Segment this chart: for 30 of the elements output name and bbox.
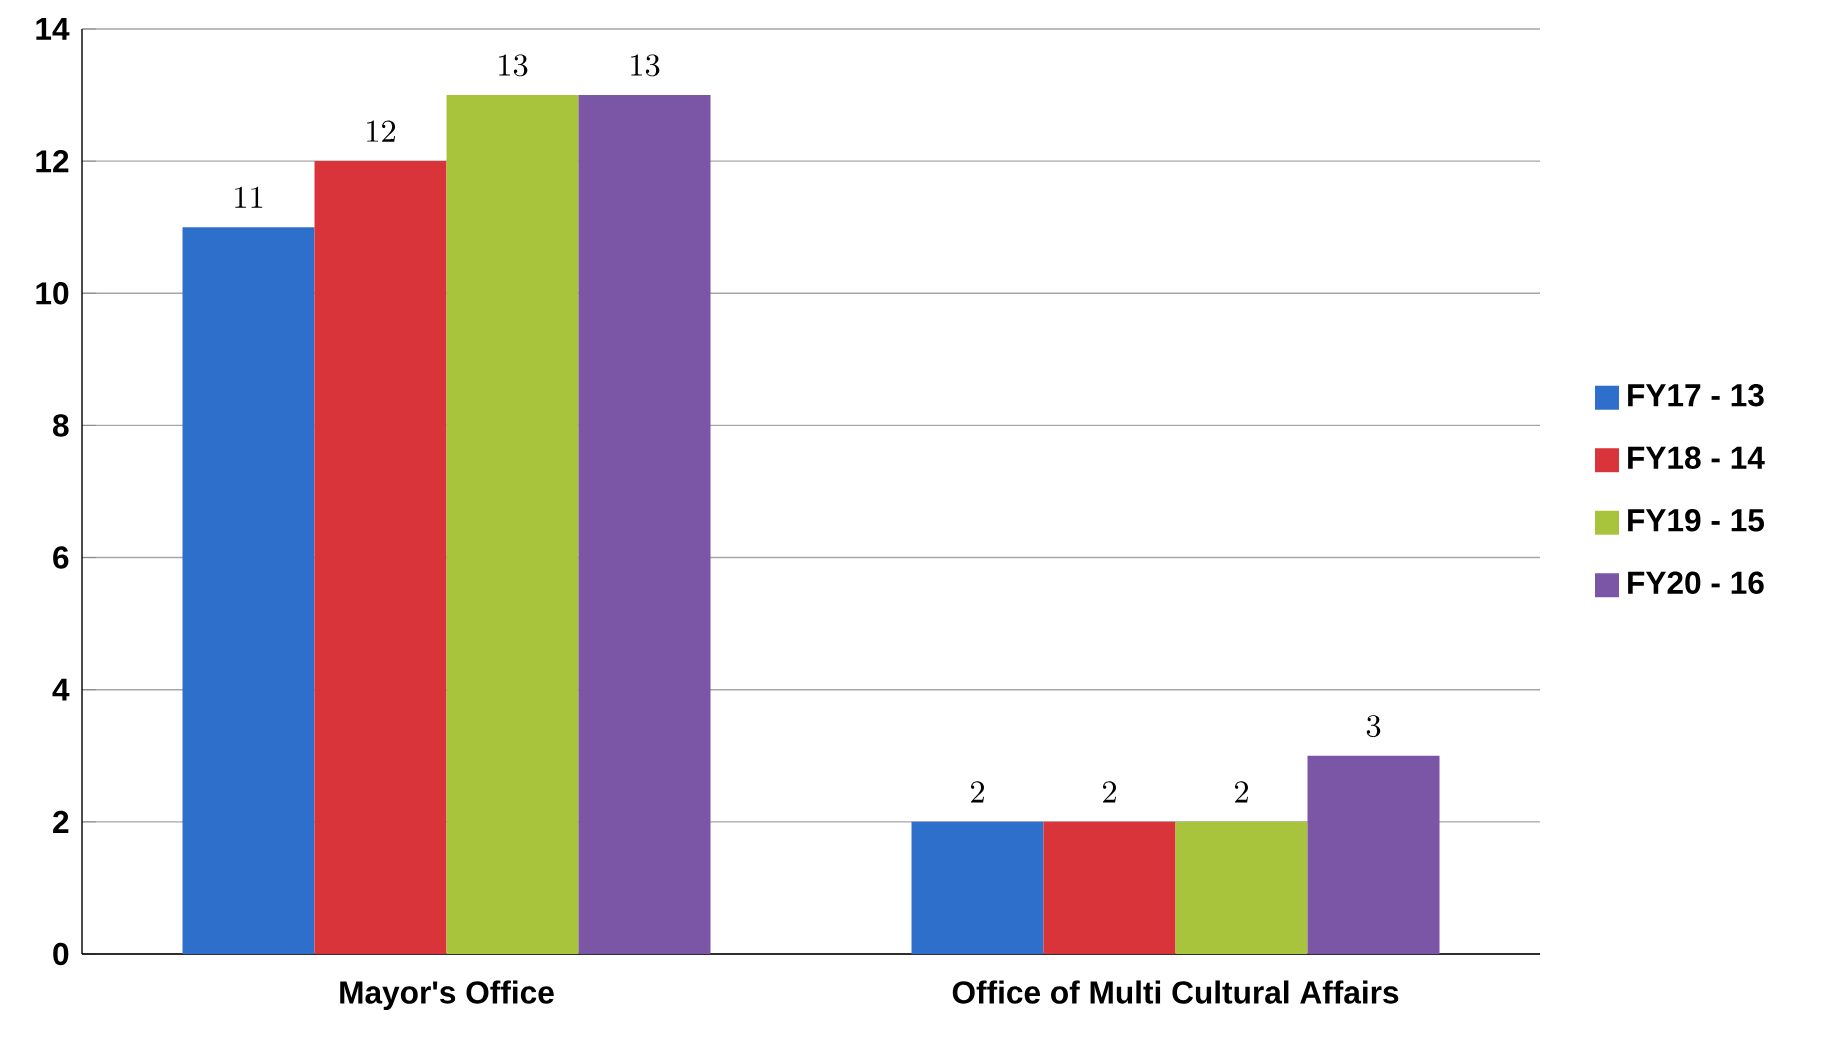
bar: [1175, 821, 1308, 954]
bar: [314, 161, 447, 954]
bar: [182, 227, 315, 954]
x-tick-label: Office of Multi Cultural Affairs: [952, 980, 1399, 1004]
data-label: 13: [631, 54, 660, 77]
y-tick-label: 0: [53, 942, 69, 966]
data-label: 2: [1234, 781, 1248, 803]
x-tick-label: Mayor's Office: [340, 980, 554, 1010]
bar: [911, 821, 1044, 954]
bar: [1043, 821, 1176, 954]
y-tick-label: 10: [36, 282, 69, 305]
y-tick-label: 2: [53, 810, 69, 833]
y-tick-label: 6: [53, 546, 69, 569]
data-label: 2: [1102, 781, 1116, 803]
data-label: 2: [970, 781, 984, 803]
bar: [446, 95, 579, 954]
y-tick-label: 4: [52, 678, 70, 701]
legend-label: FY20 - 16: [1628, 571, 1764, 594]
bar: [1307, 755, 1440, 954]
data-label: 11: [235, 186, 263, 208]
legend-label: FY17 - 13: [1628, 384, 1764, 407]
y-tick-label: 8: [52, 414, 69, 437]
bar: [578, 95, 711, 954]
y-tick-label: 12: [36, 150, 69, 173]
y-tick-label: 14: [36, 18, 70, 40]
legend-label: FY19 - 15: [1628, 509, 1764, 532]
legend-label: FY18 - 14: [1628, 446, 1765, 469]
data-label: 12: [367, 120, 396, 142]
data-label: 13: [499, 54, 528, 77]
data-label: 3: [1366, 715, 1381, 738]
